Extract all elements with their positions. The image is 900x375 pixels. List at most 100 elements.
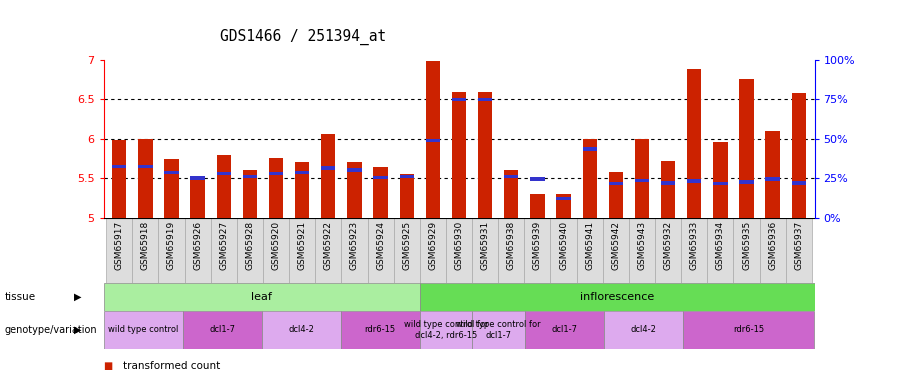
Text: GSM65933: GSM65933 bbox=[689, 221, 698, 270]
Bar bbox=[634, 139, 649, 218]
Text: GDS1466 / 251394_at: GDS1466 / 251394_at bbox=[220, 29, 387, 45]
Text: GSM65921: GSM65921 bbox=[298, 221, 307, 270]
Bar bbox=[367, 217, 393, 283]
Text: GSM65928: GSM65928 bbox=[246, 221, 255, 270]
Bar bbox=[340, 311, 419, 349]
Text: inflorescence: inflorescence bbox=[580, 292, 654, 302]
Bar bbox=[132, 217, 158, 283]
Bar bbox=[211, 217, 237, 283]
Bar bbox=[104, 311, 183, 349]
Bar bbox=[530, 194, 544, 217]
Bar bbox=[104, 283, 419, 311]
Bar bbox=[217, 172, 231, 175]
Text: tissue: tissue bbox=[4, 292, 36, 302]
Text: wild type control for
dcl1-7: wild type control for dcl1-7 bbox=[456, 320, 541, 340]
Text: GSM65931: GSM65931 bbox=[481, 221, 490, 270]
Bar bbox=[683, 311, 814, 349]
Bar bbox=[661, 181, 675, 184]
Bar bbox=[419, 217, 446, 283]
Bar bbox=[525, 311, 604, 349]
Text: ▶: ▶ bbox=[74, 325, 81, 335]
Bar bbox=[426, 61, 440, 217]
Text: leaf: leaf bbox=[251, 292, 272, 302]
Text: dcl1-7: dcl1-7 bbox=[552, 326, 577, 334]
Bar bbox=[556, 197, 571, 200]
Bar bbox=[262, 311, 340, 349]
Bar bbox=[295, 162, 310, 218]
Bar bbox=[687, 180, 701, 183]
Bar bbox=[608, 182, 623, 185]
Bar bbox=[629, 217, 655, 283]
Bar bbox=[582, 147, 597, 151]
Text: GSM65929: GSM65929 bbox=[428, 221, 437, 270]
Bar bbox=[504, 175, 518, 178]
Bar bbox=[112, 165, 126, 168]
Bar bbox=[184, 217, 211, 283]
Bar bbox=[792, 93, 806, 218]
Text: GSM65939: GSM65939 bbox=[533, 221, 542, 270]
Text: dcl4-2: dcl4-2 bbox=[288, 326, 314, 334]
Bar bbox=[269, 172, 284, 175]
Bar bbox=[289, 217, 315, 283]
Text: dcl1-7: dcl1-7 bbox=[209, 326, 235, 334]
Bar bbox=[347, 162, 362, 218]
Bar bbox=[321, 134, 336, 218]
Bar bbox=[374, 176, 388, 179]
Text: GSM65924: GSM65924 bbox=[376, 221, 385, 270]
Bar bbox=[525, 217, 551, 283]
Bar bbox=[158, 217, 184, 283]
Bar bbox=[766, 131, 780, 218]
Bar bbox=[713, 182, 727, 185]
Text: GSM65942: GSM65942 bbox=[611, 221, 620, 270]
Bar bbox=[138, 139, 152, 218]
Bar bbox=[681, 217, 707, 283]
Text: rdr6-15: rdr6-15 bbox=[364, 326, 396, 334]
Text: GSM65934: GSM65934 bbox=[716, 221, 724, 270]
Bar bbox=[400, 175, 414, 178]
Bar bbox=[608, 172, 623, 217]
Text: GSM65943: GSM65943 bbox=[637, 221, 646, 270]
Text: genotype/variation: genotype/variation bbox=[4, 325, 97, 335]
Bar bbox=[341, 217, 367, 283]
Text: GSM65940: GSM65940 bbox=[559, 221, 568, 270]
Bar bbox=[269, 158, 284, 218]
Bar bbox=[138, 165, 152, 168]
Text: GSM65927: GSM65927 bbox=[220, 221, 229, 270]
Text: GSM65941: GSM65941 bbox=[585, 221, 594, 270]
Bar bbox=[582, 139, 597, 218]
Text: GSM65919: GSM65919 bbox=[167, 221, 176, 270]
Bar bbox=[472, 217, 499, 283]
Bar bbox=[687, 69, 701, 218]
Bar bbox=[604, 311, 683, 349]
Bar bbox=[374, 167, 388, 217]
Bar bbox=[237, 217, 263, 283]
Bar bbox=[191, 178, 205, 218]
Text: GSM65926: GSM65926 bbox=[194, 221, 202, 270]
Bar bbox=[478, 98, 492, 101]
Bar bbox=[472, 311, 525, 349]
Bar bbox=[530, 177, 544, 181]
Bar bbox=[739, 79, 753, 218]
Bar bbox=[452, 92, 466, 218]
Bar bbox=[419, 311, 472, 349]
Bar bbox=[556, 194, 571, 217]
Text: GSM65920: GSM65920 bbox=[272, 221, 281, 270]
Bar bbox=[766, 177, 780, 181]
Text: GSM65925: GSM65925 bbox=[402, 221, 411, 270]
Bar bbox=[499, 217, 525, 283]
Bar bbox=[243, 175, 257, 178]
Text: GSM65918: GSM65918 bbox=[140, 221, 149, 270]
Bar bbox=[739, 180, 753, 184]
Bar bbox=[243, 170, 257, 217]
Bar bbox=[734, 217, 760, 283]
Bar bbox=[504, 170, 518, 217]
Text: dcl4-2: dcl4-2 bbox=[630, 326, 656, 334]
Text: transformed count: transformed count bbox=[123, 361, 220, 370]
Text: wild type control: wild type control bbox=[108, 326, 178, 334]
Bar bbox=[713, 142, 727, 218]
Bar bbox=[446, 217, 472, 283]
Text: GSM65938: GSM65938 bbox=[507, 221, 516, 270]
Text: GSM65922: GSM65922 bbox=[324, 221, 333, 270]
Bar bbox=[792, 181, 806, 184]
Bar bbox=[321, 166, 336, 170]
